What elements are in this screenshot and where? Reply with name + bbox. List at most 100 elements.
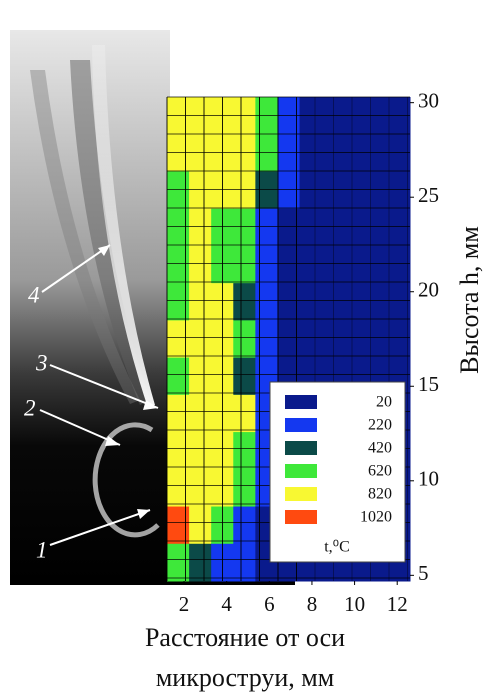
heat-cell	[167, 208, 190, 247]
y-tick-label: 20	[418, 278, 439, 302]
heat-cell	[321, 208, 345, 247]
heat-cell	[233, 469, 256, 508]
heat-cell	[387, 208, 411, 247]
heat-cell	[167, 394, 190, 433]
heat-cell	[233, 283, 256, 321]
annotation: 4	[28, 282, 40, 307]
heat-cell	[365, 208, 389, 247]
heat-cell	[365, 245, 389, 284]
heat-cell	[189, 506, 212, 545]
y-tick-label: 30	[418, 88, 439, 112]
heat-cell	[189, 134, 212, 172]
legend-swatch	[285, 487, 317, 501]
heat-cell	[189, 469, 212, 508]
heat-cell	[189, 432, 212, 470]
heat-cell	[299, 320, 323, 359]
heat-cell	[321, 283, 345, 321]
heat-cell	[277, 283, 301, 321]
annotation: 3	[35, 350, 48, 375]
heat-cell	[343, 171, 367, 210]
heat-cell	[343, 208, 367, 247]
legend-label: 820	[368, 486, 392, 503]
legend-label: 220	[368, 417, 392, 434]
legend-label: 1020	[360, 509, 392, 526]
heat-cell	[321, 320, 345, 359]
heat-cell	[233, 208, 256, 247]
x-tick-label: 10	[344, 592, 365, 616]
heat-cell	[189, 283, 212, 321]
heat-cell	[299, 208, 323, 247]
heat-cell	[189, 245, 212, 284]
legend-label: 420	[368, 440, 392, 457]
heat-cell	[255, 320, 278, 359]
heat-cell	[365, 171, 389, 210]
heat-cell	[167, 171, 190, 210]
heat-cell	[167, 357, 190, 396]
y-tick-label: 10	[418, 467, 439, 491]
heat-cell	[387, 134, 411, 172]
heat-cell	[365, 134, 389, 172]
heat-cell	[321, 134, 345, 172]
heat-cell	[277, 320, 301, 359]
heat-cell	[277, 208, 301, 247]
heat-cell	[299, 283, 323, 321]
y-tick-label: 15	[418, 372, 439, 396]
heat-cell	[343, 245, 367, 284]
heat-cell	[365, 283, 389, 321]
heat-cell	[189, 543, 212, 582]
heat-cell	[189, 357, 212, 396]
heat-cell	[343, 320, 367, 359]
heat-cell	[167, 283, 190, 321]
legend-label: 620	[368, 463, 392, 480]
heat-cell	[321, 171, 345, 210]
x-tick-label: 6	[264, 592, 275, 616]
x-tick-label: 8	[307, 592, 318, 616]
x-tick-label: 2	[179, 592, 190, 616]
heat-cell	[277, 134, 301, 172]
heat-cell	[343, 134, 367, 172]
heat-cell	[233, 245, 256, 284]
heat-cell	[233, 134, 256, 172]
x-axis-label: микроструи, мм	[156, 663, 334, 692]
y-tick-label: 25	[418, 183, 439, 207]
heat-cell	[189, 171, 212, 210]
heat-cell	[189, 320, 212, 359]
photo	[10, 30, 295, 585]
heat-cell	[299, 245, 323, 284]
heat-cell	[387, 283, 411, 321]
heat-cell	[167, 543, 190, 582]
legend-swatch	[285, 464, 317, 478]
heat-cell	[167, 469, 190, 508]
heat-cell	[255, 208, 278, 247]
legend-label: 20	[376, 394, 392, 411]
legend-swatch	[285, 441, 317, 455]
heat-cell	[277, 171, 301, 210]
heat-cell	[233, 506, 256, 545]
legend-swatch	[285, 395, 317, 409]
heat-cell	[277, 245, 301, 284]
heat-cell	[387, 171, 411, 210]
x-tick-label: 4	[221, 592, 232, 616]
heat-cell	[167, 506, 190, 545]
heat-cell	[343, 283, 367, 321]
heat-cell	[233, 394, 256, 433]
legend: 20 220 420 620 820 1020 t,⁰C	[269, 381, 406, 563]
legend-swatch	[285, 418, 317, 432]
legend-title: t,⁰C	[324, 539, 350, 556]
x-axis-label: Расстояние от оси	[145, 623, 345, 652]
heat-cell	[365, 320, 389, 359]
heat-cell	[321, 245, 345, 284]
x-tick-label: 12	[387, 592, 408, 616]
heat-cell	[255, 171, 278, 210]
heat-cell	[387, 245, 411, 284]
y-axis-label: Высота h, мм	[455, 226, 484, 374]
heat-cell	[387, 320, 411, 359]
heat-cell	[255, 245, 278, 284]
annotation: 2	[24, 395, 36, 420]
heat-cell	[167, 134, 190, 172]
y-tick-label: 5	[418, 561, 429, 585]
heat-cell	[299, 134, 323, 172]
heat-cell	[255, 134, 278, 172]
heat-cell	[167, 320, 190, 359]
heat-cell	[233, 320, 256, 359]
